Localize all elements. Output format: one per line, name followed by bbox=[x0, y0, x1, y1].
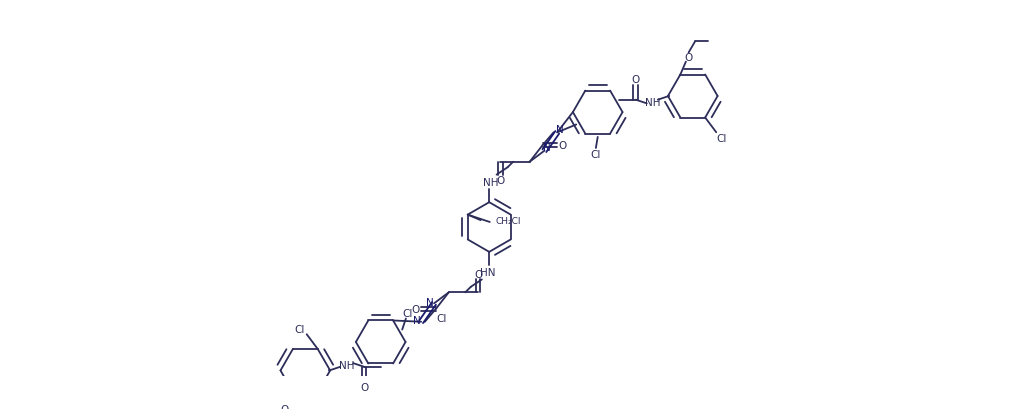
Text: Cl: Cl bbox=[716, 133, 726, 144]
Text: CH₂Cl: CH₂Cl bbox=[495, 216, 521, 225]
Text: N: N bbox=[543, 143, 551, 153]
Text: Cl: Cl bbox=[436, 313, 447, 323]
Text: O: O bbox=[474, 269, 483, 279]
Text: O: O bbox=[632, 75, 640, 85]
Text: O: O bbox=[496, 176, 504, 186]
Text: NH: NH bbox=[339, 360, 354, 370]
Text: HN: HN bbox=[480, 267, 495, 277]
Text: O: O bbox=[684, 53, 693, 63]
Text: Cl: Cl bbox=[294, 324, 305, 334]
Text: N: N bbox=[426, 297, 433, 307]
Text: N: N bbox=[556, 124, 564, 134]
Text: O: O bbox=[281, 405, 289, 409]
Text: O: O bbox=[360, 382, 368, 392]
Text: NH: NH bbox=[644, 97, 660, 107]
Text: Cl: Cl bbox=[591, 150, 601, 160]
Text: N: N bbox=[413, 315, 421, 325]
Text: NH: NH bbox=[484, 178, 499, 187]
Text: O: O bbox=[412, 304, 420, 314]
Text: Cl: Cl bbox=[402, 308, 413, 318]
Text: O: O bbox=[559, 141, 567, 151]
